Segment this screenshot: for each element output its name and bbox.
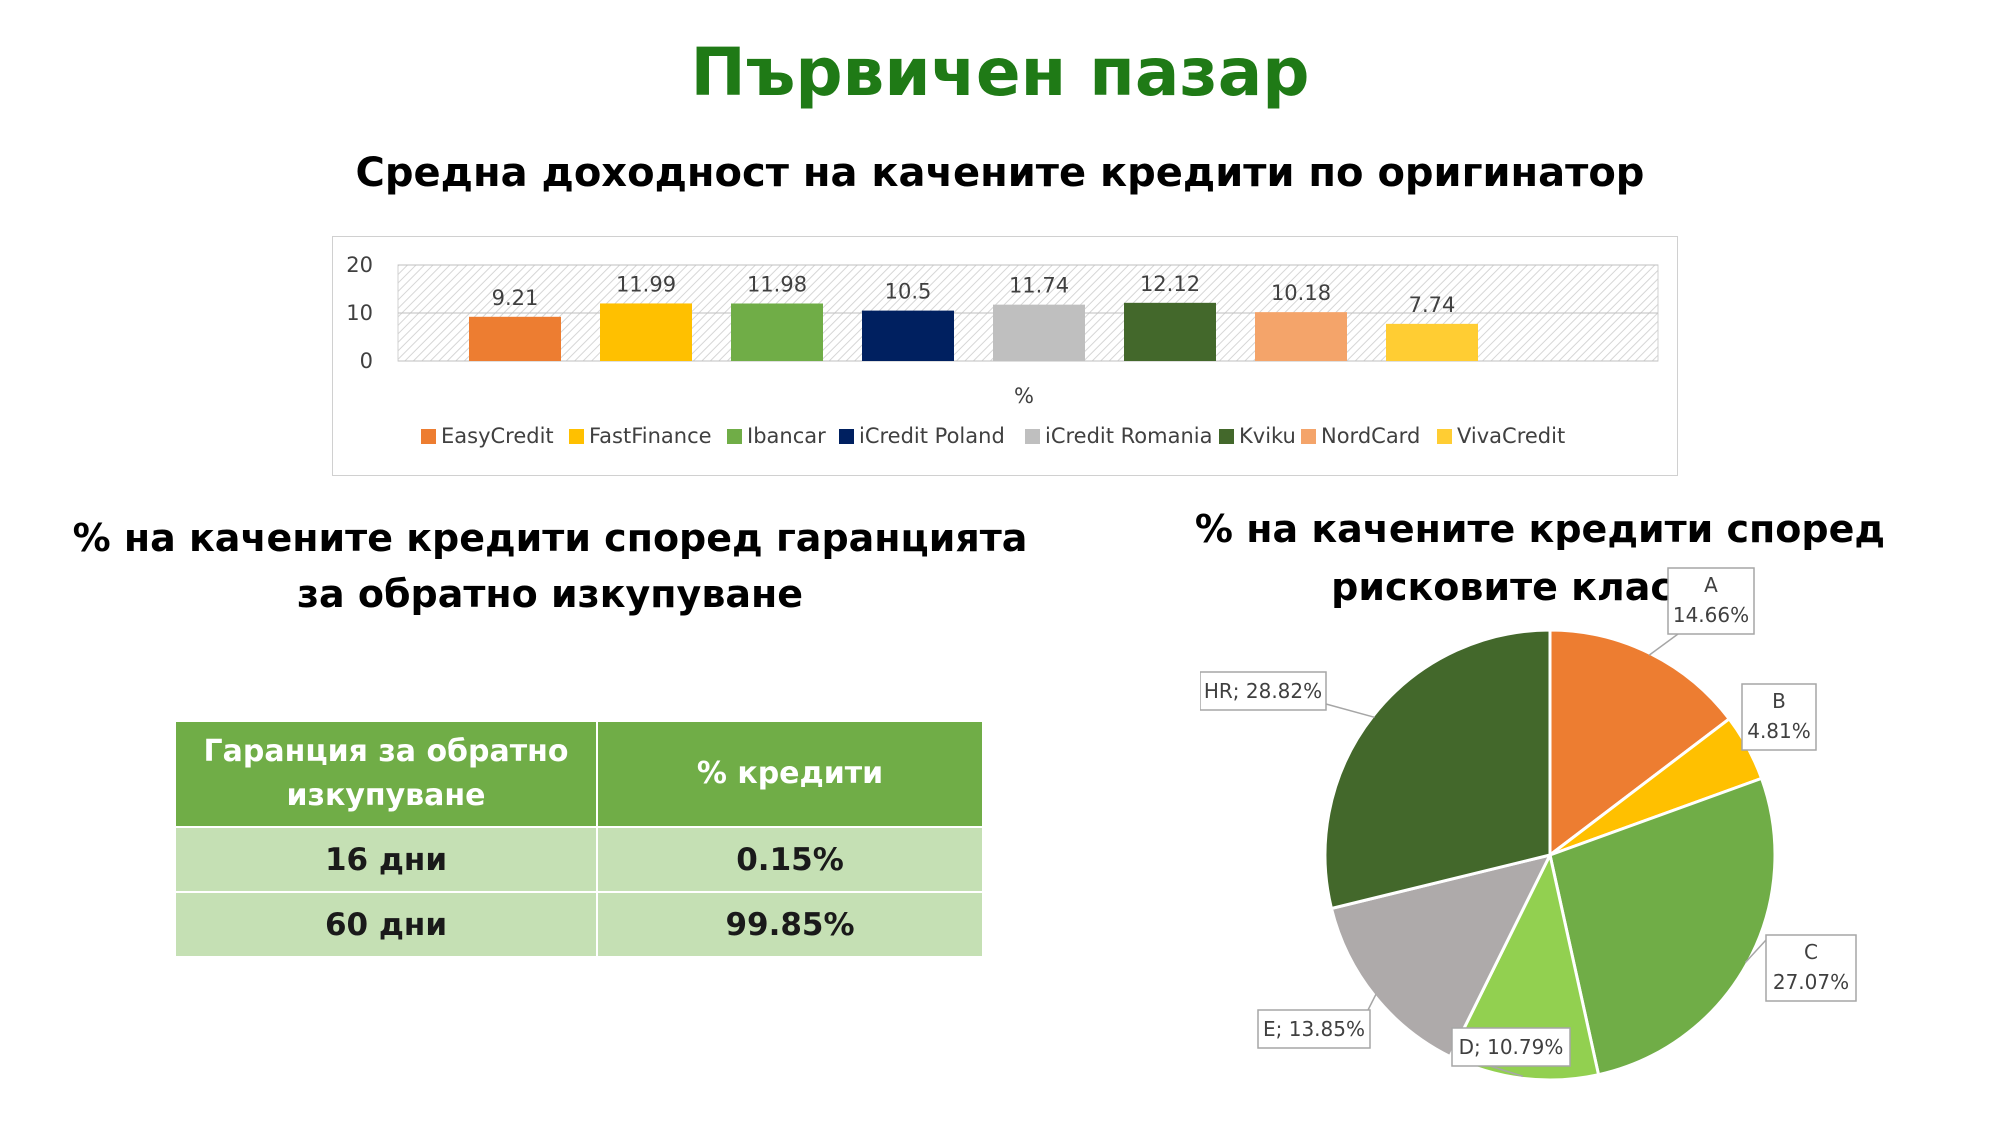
bar-data-label: 11.98	[747, 272, 807, 296]
pie-data-label: D; 10.79%	[1459, 1035, 1564, 1059]
callout-box	[1200, 671, 1327, 711]
legend-label: NordCard	[1321, 424, 1420, 448]
table-cell-guarantee: 16 дни	[176, 826, 598, 892]
bar-data-label: 11.74	[1009, 274, 1069, 298]
pie-slice	[1329, 852, 1553, 1059]
y-tick-label: 0	[360, 349, 373, 373]
y-tick-label: 10	[346, 301, 373, 325]
callout-leader	[1325, 703, 1375, 719]
bar	[1255, 312, 1347, 361]
legend-swatch	[727, 429, 742, 444]
bar-chart-frame: 0 10 20 9.21 11.99 11.98 10.5 11.74 12.12 10.18 7.…	[332, 236, 1678, 476]
legend-label: Ibancar	[747, 424, 826, 448]
pie-data-label: 14.66%	[1673, 603, 1749, 627]
pie-data-label: 27.07%	[1773, 970, 1849, 994]
x-axis-label: %	[1014, 384, 1034, 408]
bar-data-label: 10.18	[1271, 281, 1331, 305]
table-cell-percent: 99.85%	[597, 891, 982, 956]
callout-box	[1741, 683, 1817, 751]
legend-label: FastFinance	[589, 424, 712, 448]
legend-swatch	[839, 429, 854, 444]
callout-leader	[1648, 633, 1679, 656]
bar	[469, 316, 561, 361]
pie-data-label: 4.81%	[1747, 719, 1811, 743]
bar	[600, 303, 692, 361]
bar-chart-title: Средна доходност на качените кредити по …	[355, 150, 1645, 196]
callout-leader	[1367, 994, 1377, 1011]
legend-swatch	[421, 429, 436, 444]
legend-label: EasyCredit	[441, 424, 554, 448]
bar-chart: 0 10 20 9.21 11.99 11.98 10.5 11.74 12.12 10.18 7.…	[346, 253, 1659, 448]
callout-leader	[1744, 939, 1767, 963]
bar	[1386, 323, 1478, 361]
legend-swatch	[569, 429, 584, 444]
pie-data-label: E; 13.85%	[1263, 1017, 1365, 1041]
table-header-guarantee: Гаранция за обратно изкупуване	[176, 722, 598, 827]
table-title: % на качените кредити според гаранцията …	[72, 516, 1028, 616]
pie-slice	[1548, 628, 1732, 859]
bar	[993, 304, 1085, 361]
bar-data-label: 9.21	[492, 286, 539, 310]
table-row: 16 дни 0.15%	[176, 826, 982, 892]
pie-data-label: HR; 28.82%	[1204, 679, 1322, 703]
callout-box	[1257, 1009, 1371, 1049]
pie-slice	[1548, 776, 1777, 1077]
bar-data-label: 12.12	[1140, 272, 1200, 296]
legend-label: VivaCredit	[1457, 424, 1565, 448]
table-cell-percent: 0.15%	[597, 826, 982, 892]
legend-swatch	[1025, 429, 1040, 444]
y-tick-label: 20	[346, 253, 373, 277]
legend-swatch	[1301, 429, 1316, 444]
callout-box	[1667, 567, 1755, 635]
legend-label: iCredit Poland	[859, 424, 1005, 448]
bar	[731, 303, 823, 361]
legend-swatch	[1437, 429, 1452, 444]
legend-label: Kviku	[1239, 424, 1296, 448]
callout-leader	[1489, 1065, 1524, 1078]
callout-box	[1765, 934, 1857, 1002]
table-header-percent: % кредити	[597, 722, 982, 827]
bar-data-label: 7.74	[1409, 293, 1456, 317]
table-header-row: Гаранция за обратно изкупуване % кредити	[176, 722, 982, 827]
bar	[1124, 302, 1216, 361]
pie-data-label: B	[1772, 689, 1786, 713]
pie-data-label: C	[1804, 940, 1818, 964]
legend-swatch	[1219, 429, 1234, 444]
bar	[862, 310, 954, 361]
bar-data-label: 11.99	[616, 272, 676, 296]
callout-box	[1451, 1027, 1571, 1067]
guarantee-table: Гаранция за обратно изкупуване % кредити…	[176, 722, 982, 956]
bar-data-label: 10.5	[885, 280, 932, 304]
table-cell-guarantee: 60 дни	[176, 891, 598, 956]
legend-label: iCredit Romania	[1045, 424, 1213, 448]
page-title: Първичен пазар	[690, 34, 1310, 111]
pie-chart: A 14.66% B 4.81% C 27.07% D; 10.79% E; 13.85% HR…	[1200, 567, 1857, 1082]
pie-data-label: A	[1704, 573, 1718, 597]
table-row: 60 дни 99.85%	[176, 891, 982, 956]
